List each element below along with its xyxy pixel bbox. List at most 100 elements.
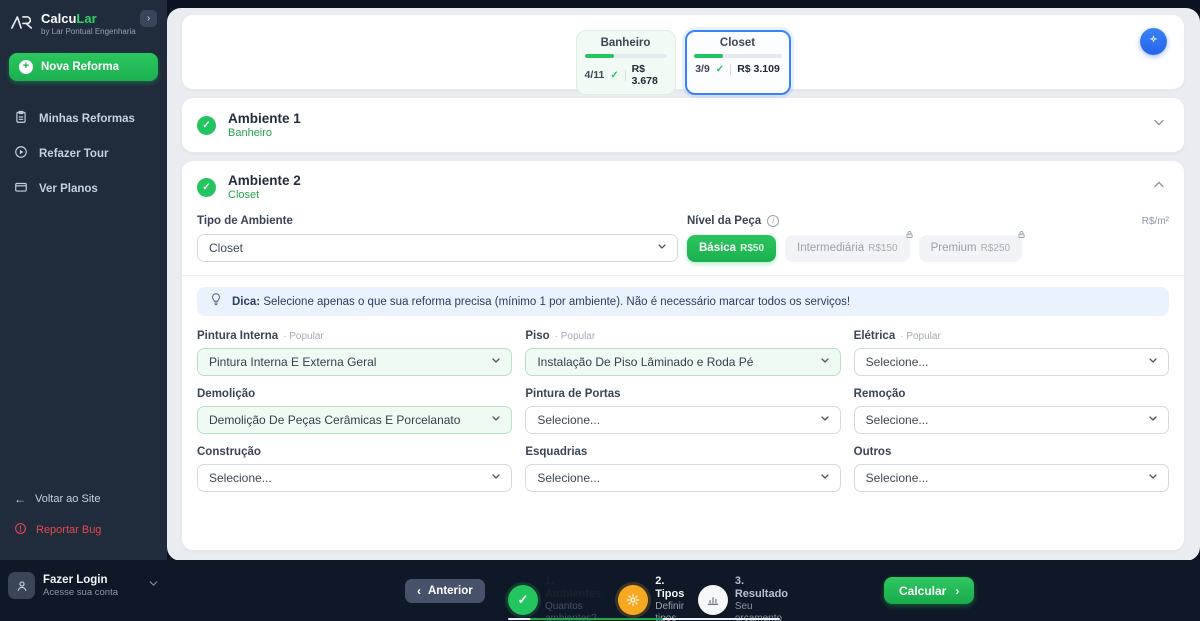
divider	[182, 275, 1184, 276]
nova-reforma-label: Nova Reforma	[41, 61, 119, 73]
tab-progress-fill	[693, 54, 723, 58]
login-title: Fazer Login	[43, 573, 108, 586]
lightbulb-icon	[209, 292, 223, 311]
pintura-portas-select[interactable]: Selecione...	[525, 406, 841, 434]
field-tag: Popular	[900, 331, 940, 342]
clipboard-icon	[14, 110, 28, 127]
remocao-select[interactable]: Selecione...	[853, 406, 1169, 434]
field-eletrica: Elétrica Popular Selecione...	[853, 330, 1169, 376]
app-subtitle: by Lar Pontual Engenharia	[41, 27, 136, 36]
ambiente-title: Ambiente 1	[228, 111, 301, 126]
outros-select[interactable]: Selecione...	[853, 464, 1169, 492]
help-button[interactable]	[1140, 28, 1167, 55]
pintura-interna-select[interactable]: Pintura Interna E Externa Geral	[197, 348, 513, 376]
pill-label: Básica	[699, 242, 737, 254]
chevron-down-icon	[819, 471, 831, 486]
field-outros: Outros Selecione...	[853, 446, 1169, 492]
lock-icon	[905, 230, 914, 242]
bug-label: Reportar Bug	[36, 524, 102, 536]
sidebar-collapse-button[interactable]: ›	[140, 10, 157, 27]
sidebar-item-refazer-tour[interactable]: Refazer Tour	[0, 136, 167, 171]
tipo-ambiente-select[interactable]: Closet	[197, 234, 678, 262]
login-block[interactable]: Fazer Login Acesse sua conta	[8, 572, 160, 599]
chevron-down-icon	[1147, 413, 1159, 428]
ambiente-1-card[interactable]: ✓ Ambiente 1 Banheiro	[181, 97, 1185, 153]
check-icon: ✓	[197, 177, 216, 197]
step-title: 1. Ambientes	[545, 575, 602, 600]
field-label: Construção	[197, 446, 261, 458]
ambiente-subtitle: Closet	[228, 189, 260, 201]
field-construcao: Construção Selecione...	[197, 446, 513, 492]
tab-banheiro[interactable]: Banheiro 4/11 ✓ R$ 3.678	[575, 30, 676, 95]
play-circle-icon	[14, 145, 28, 162]
field-pintura-interna: Pintura Interna Popular Pintura Interna E…	[197, 330, 513, 376]
check-icon: ✓	[715, 63, 725, 75]
ambiente-tabs-card: Banheiro 4/11 ✓ R$ 3.678 Closet 3/9 ✓	[181, 14, 1185, 95]
chevron-down-icon	[656, 241, 668, 256]
sidebar-item-label: Ver Planos	[39, 182, 98, 195]
eletrica-select[interactable]: Selecione...	[853, 348, 1169, 376]
pill-price: R$250	[980, 242, 1011, 254]
step-tipos: 2. Tipos Definir tipos	[618, 575, 688, 621]
field-piso: Piso Popular Instalação De Piso Lâminado …	[525, 330, 841, 376]
field-tag: Popular	[555, 331, 595, 342]
main-panel: Banheiro 4/11 ✓ R$ 3.678 Closet 3/9 ✓	[167, 8, 1200, 561]
tab-progress-track	[584, 54, 667, 58]
anterior-button[interactable]: ‹ Anterior	[405, 579, 485, 603]
chevron-left-icon: ‹	[417, 584, 421, 598]
step-subtitle: Definir tipos	[655, 601, 685, 621]
tab-price: R$ 3.109	[737, 63, 780, 75]
select-value: Selecione...	[537, 413, 601, 427]
tipo-ambiente-label: Tipo de Ambiente	[197, 215, 293, 227]
chart-icon	[697, 585, 728, 615]
chevron-down-icon	[147, 577, 160, 595]
voltar-ao-site-link[interactable]: ← Voltar ao Site	[0, 484, 167, 514]
stepper: ✓ 1. Ambientes Quantos ambientes? 2. Tip…	[508, 575, 788, 621]
ambiente-2-card: ✓ Ambiente 2 Closet Tipo de Ambiente Nív…	[181, 160, 1185, 551]
esquadrias-select[interactable]: Selecione...	[525, 464, 841, 492]
select-value: Selecione...	[537, 471, 601, 485]
app-title: CalcuLar	[41, 11, 97, 26]
lock-icon	[1017, 230, 1026, 242]
demolicao-select[interactable]: Demolição De Peças Cerâmicas E Porcelana…	[197, 406, 513, 434]
chevron-down-icon	[490, 355, 502, 370]
construcao-select[interactable]: Selecione...	[197, 464, 513, 492]
step-subtitle: Seu orçamento	[734, 601, 783, 621]
nivel-premium-button[interactable]: Premium R$250	[918, 230, 1025, 262]
nivel-peca-label: Nível da Peça	[687, 215, 762, 227]
info-icon[interactable]: i	[767, 215, 780, 227]
chevron-up-icon[interactable]	[1151, 177, 1167, 198]
chevron-down-icon[interactable]	[1151, 115, 1167, 136]
select-value: Selecione...	[865, 355, 929, 369]
reportar-bug-link[interactable]: Reportar Bug	[0, 514, 167, 546]
chevron-down-icon	[1147, 471, 1159, 486]
pill-label: Premium	[930, 242, 977, 254]
nivel-basica-button[interactable]: Básica R$50	[687, 234, 776, 262]
plus-icon: +	[19, 60, 33, 74]
sidebar: CalcuLar by Lar Pontual Engenharia › + N…	[0, 0, 167, 560]
user-icon	[8, 572, 35, 599]
footer-bar: Fazer Login Acesse sua conta ‹ Anterior …	[0, 560, 1200, 621]
calcular-button[interactable]: Calcular ›	[884, 577, 975, 604]
nivel-intermediaria-button[interactable]: Intermediária R$150	[785, 230, 913, 262]
tip-text: Dica: Selecione apenas o que sua reforma…	[232, 295, 851, 308]
nova-reforma-button[interactable]: + Nova Reforma	[9, 53, 158, 81]
piso-select[interactable]: Instalação De Piso Lâminado e Roda Pé	[525, 348, 841, 376]
field-label: Pintura Interna	[197, 330, 279, 342]
select-value: Selecione...	[865, 413, 929, 427]
sidebar-item-minhas-reformas[interactable]: Minhas Reformas	[0, 101, 167, 136]
voltar-label: Voltar ao Site	[35, 493, 101, 505]
step-progress-track	[508, 618, 780, 620]
gear-icon	[618, 585, 649, 615]
divider	[624, 69, 626, 81]
anterior-label: Anterior	[428, 585, 473, 597]
ambiente-2-header[interactable]: ✓ Ambiente 2 Closet	[197, 173, 1169, 201]
login-subtitle: Acesse sua conta	[43, 586, 118, 598]
tab-closet[interactable]: Closet 3/9 ✓ R$ 3.109	[684, 30, 791, 95]
ambiente-subtitle: Banheiro	[228, 127, 273, 139]
sidebar-item-ver-planos[interactable]: Ver Planos	[0, 171, 167, 206]
pill-price: R$50	[740, 242, 764, 254]
chevron-down-icon	[1147, 355, 1159, 370]
tip-banner: Dica: Selecione apenas o que sua reforma…	[197, 287, 1169, 316]
